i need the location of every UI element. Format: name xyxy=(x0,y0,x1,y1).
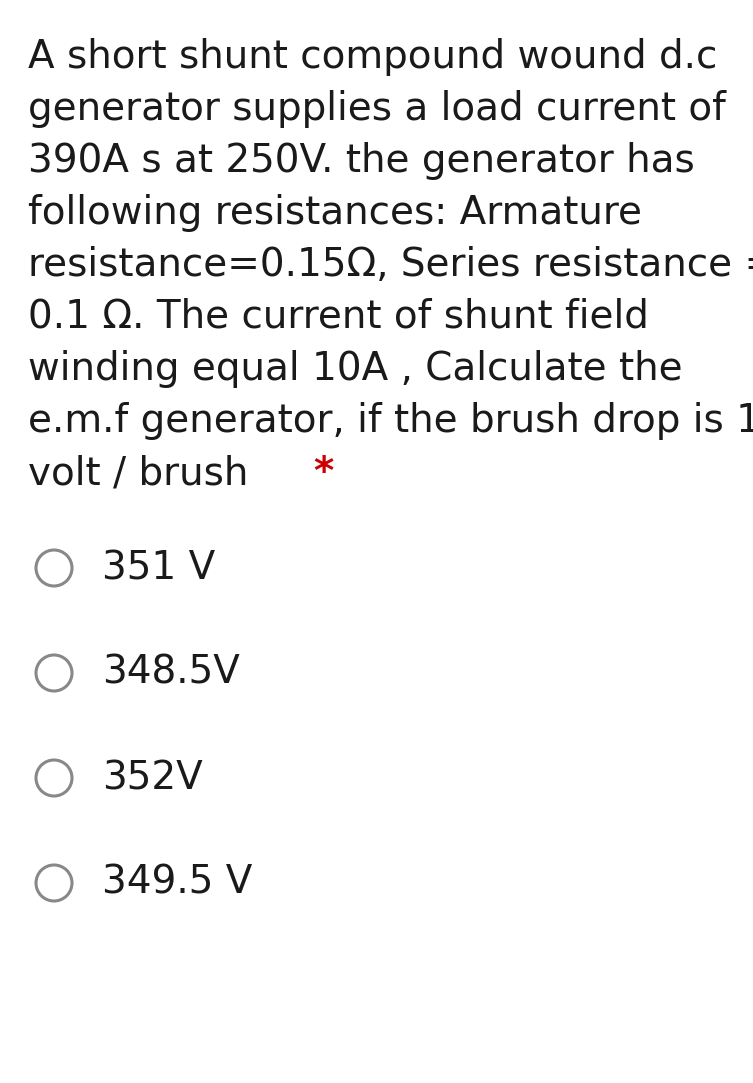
Text: resistance=0.15Ω, Series resistance =: resistance=0.15Ω, Series resistance = xyxy=(28,246,753,284)
Text: 348.5V: 348.5V xyxy=(102,654,240,692)
Text: following resistances: Armature: following resistances: Armature xyxy=(28,194,642,232)
Text: *: * xyxy=(313,454,334,492)
Text: A short shunt compound wound d.c: A short shunt compound wound d.c xyxy=(28,38,718,76)
Text: winding equal 10A , Calculate the: winding equal 10A , Calculate the xyxy=(28,350,683,388)
Text: generator supplies a load current of: generator supplies a load current of xyxy=(28,90,726,128)
Text: 352V: 352V xyxy=(102,759,203,797)
Text: volt / brush: volt / brush xyxy=(28,454,248,492)
Text: 0.1 Ω. The current of shunt field: 0.1 Ω. The current of shunt field xyxy=(28,298,649,336)
Text: 351 V: 351 V xyxy=(102,549,215,587)
Text: e.m.f generator, if the brush drop is 1: e.m.f generator, if the brush drop is 1 xyxy=(28,402,753,440)
Text: 390A s at 250V. the generator has: 390A s at 250V. the generator has xyxy=(28,142,695,180)
Text: 349.5 V: 349.5 V xyxy=(102,864,252,902)
